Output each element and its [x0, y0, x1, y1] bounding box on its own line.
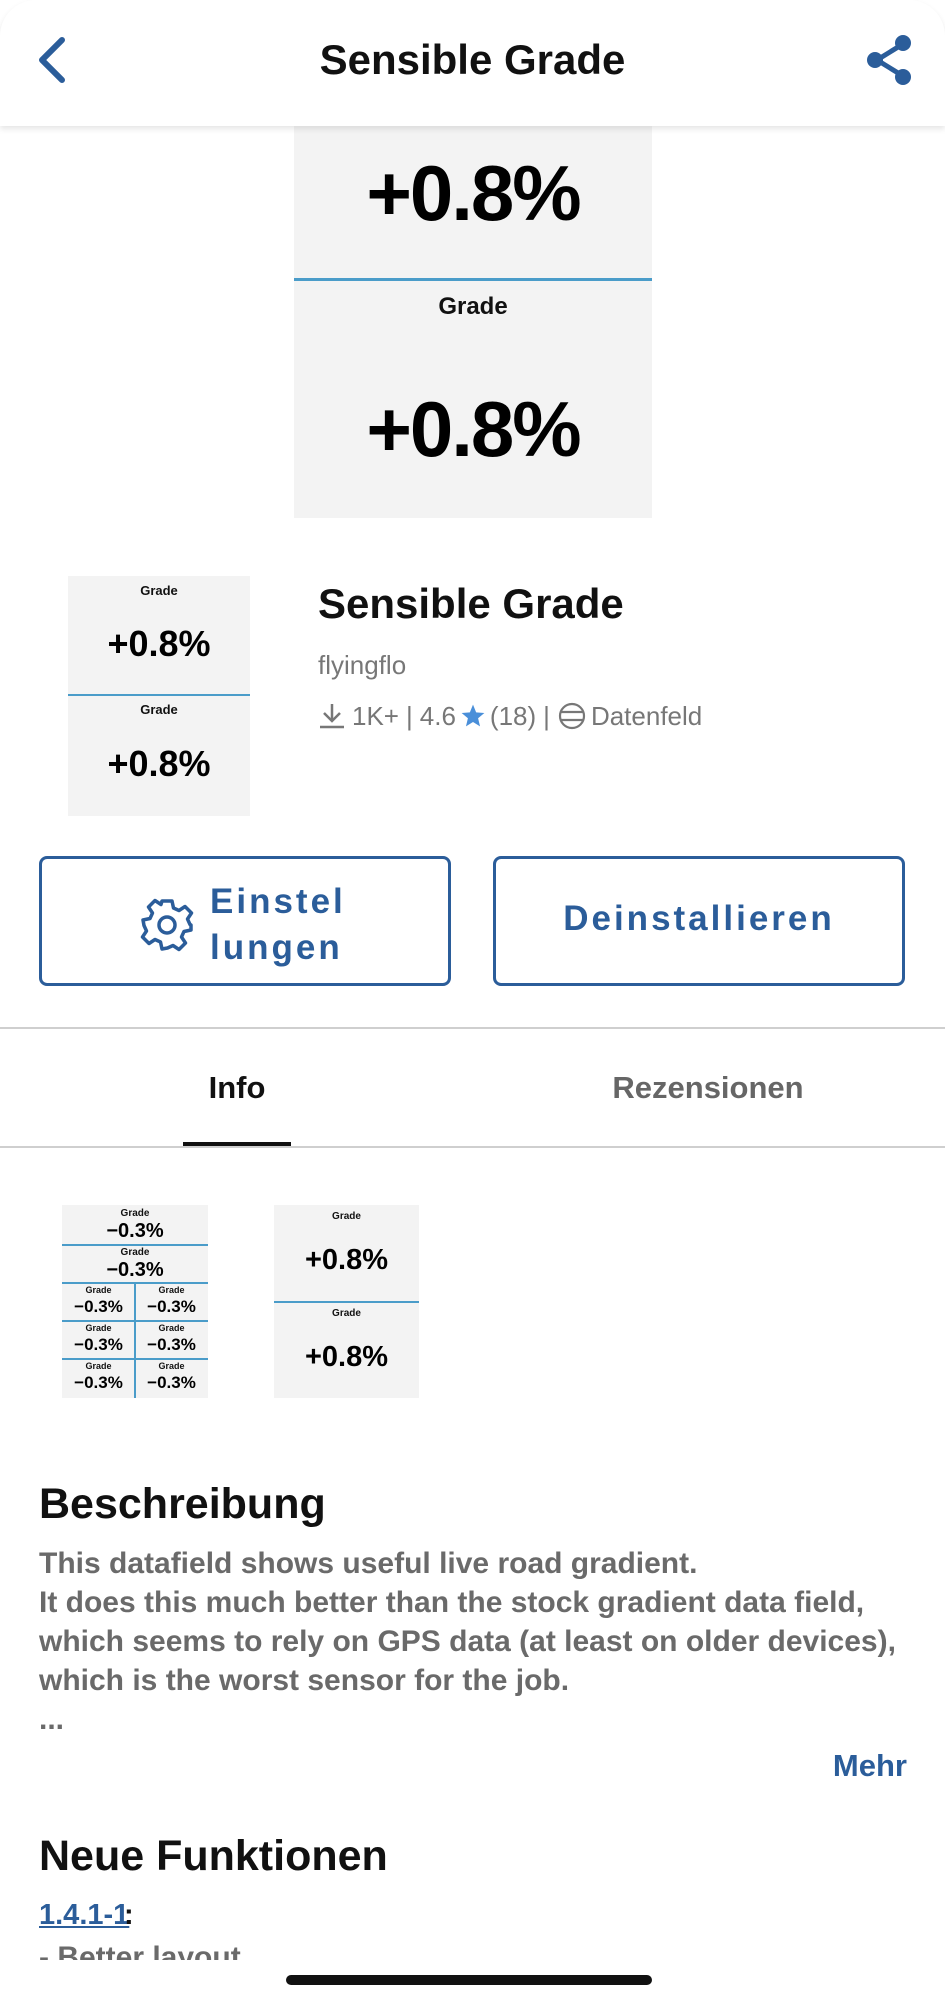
- tab-info[interactable]: Info: [208, 1070, 266, 1105]
- screenshot-double-field[interactable]: Grade +0.8% Grade +0.8%: [274, 1205, 419, 1398]
- hero-divider: [294, 278, 652, 281]
- icon-label-top: Grade: [140, 583, 178, 598]
- app-stats: 1K+ | 4.6 (18) | Datenfeld: [318, 696, 702, 736]
- multi-field-grid: [62, 1244, 208, 1398]
- multi-value-1: −0.3%: [106, 1220, 164, 1242]
- uninstall-button[interactable]: Deinstallieren: [493, 856, 905, 986]
- gear-icon: [140, 898, 194, 952]
- multi-label-4: Grade: [158, 1285, 185, 1295]
- multi-value-8: −0.3%: [147, 1373, 196, 1392]
- multi-value-6: −0.3%: [147, 1335, 196, 1354]
- icon-value-top: +0.8%: [107, 623, 211, 664]
- multi-value-5: −0.3%: [74, 1335, 123, 1354]
- home-indicator[interactable]: [286, 1975, 652, 1985]
- description-heading: Beschreibung: [39, 1480, 326, 1528]
- multi-value-3: −0.3%: [74, 1297, 123, 1316]
- hero-preview-image: +0.8% Grade +0.8%: [294, 126, 652, 518]
- multi-value-7: −0.3%: [74, 1373, 123, 1392]
- back-button[interactable]: [30, 30, 80, 90]
- double-label-top: Grade: [332, 1211, 361, 1222]
- datafield-icon: [558, 702, 586, 730]
- screenshot-multi-field[interactable]: Grade −0.3% Grade −0.3% Grade −0.3% Grad…: [62, 1205, 208, 1398]
- settings-label-line1: Einstel: [210, 882, 346, 921]
- multi-label-7: Grade: [85, 1361, 112, 1371]
- hero-value-top: +0.8%: [366, 149, 581, 237]
- more-link[interactable]: Mehr: [832, 1748, 907, 1783]
- description-line-2: It does this much better than the stock …: [39, 1586, 865, 1619]
- multi-label-2: Grade: [120, 1247, 150, 1258]
- tabs-top-divider: [0, 1027, 945, 1029]
- hero-label: Grade: [438, 293, 508, 320]
- double-value-bottom: +0.8%: [304, 1341, 389, 1373]
- download-count: 1K+: [352, 701, 399, 731]
- icon-value-bottom: +0.8%: [107, 743, 211, 784]
- tabs-bottom-divider: [0, 1146, 945, 1148]
- app-author[interactable]: flyingflo: [318, 650, 407, 680]
- share-button[interactable]: [861, 30, 917, 90]
- share-icon: [867, 35, 911, 85]
- double-divider: [274, 1301, 419, 1303]
- back-chevron-icon: [39, 37, 65, 83]
- uninstall-label: Deinstallieren: [563, 899, 835, 938]
- multi-value-2: −0.3%: [106, 1259, 164, 1281]
- multi-label-1: Grade: [120, 1208, 150, 1219]
- description-line-1: This datafield shows useful live road gr…: [39, 1547, 698, 1580]
- settings-button[interactable]: Einstel lungen: [39, 856, 451, 986]
- download-icon: [320, 704, 344, 729]
- whats-new-heading: Neue Funktionen: [39, 1832, 388, 1880]
- review-count: (18): [489, 701, 537, 731]
- active-tab-indicator: [183, 1142, 291, 1146]
- description-ellipsis: ...: [39, 1703, 65, 1736]
- hero-value-bottom: +0.8%: [366, 385, 581, 473]
- page-title: Sensible Grade: [319, 36, 626, 83]
- multi-label-3: Grade: [85, 1285, 112, 1295]
- multi-label-8: Grade: [158, 1361, 185, 1371]
- multi-label-6: Grade: [158, 1323, 185, 1333]
- version-colon: :: [124, 1899, 134, 1931]
- app-name: Sensible Grade: [318, 580, 624, 627]
- multi-value-4: −0.3%: [147, 1297, 196, 1316]
- app-type: Datenfeld: [590, 701, 703, 731]
- tab-reviews[interactable]: Rezensionen: [612, 1070, 804, 1105]
- icon-label-bottom: Grade: [140, 702, 178, 717]
- changelog-note: - Better layout: [39, 1941, 241, 1960]
- description-text: This datafield shows useful live road gr…: [39, 1544, 919, 1739]
- description-line-3: which seems to rely on GPS data (at leas…: [39, 1625, 896, 1658]
- version-link[interactable]: 1.4.1-1: [39, 1899, 130, 1931]
- app-icon: Grade +0.8% Grade +0.8%: [68, 576, 250, 816]
- double-label-bottom: Grade: [332, 1308, 361, 1319]
- stats-separator: |: [406, 701, 413, 731]
- settings-label-line2: lungen: [210, 928, 343, 967]
- star-icon: [461, 704, 485, 727]
- description-line-4: which is the worst sensor for the job.: [39, 1664, 570, 1697]
- rating-value: 4.6: [419, 701, 456, 731]
- icon-divider: [68, 694, 250, 696]
- stats-separator-2: |: [543, 701, 550, 731]
- app-header: Sensible Grade: [0, 0, 945, 126]
- double-value-top: +0.8%: [304, 1244, 389, 1276]
- multi-label-5: Grade: [85, 1323, 112, 1333]
- changelog-clip: - Better layout: [39, 1940, 639, 1960]
